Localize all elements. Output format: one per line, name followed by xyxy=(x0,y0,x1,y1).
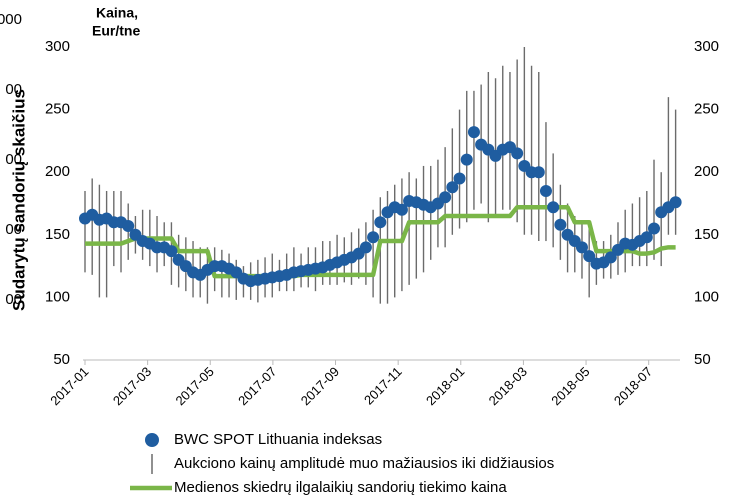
x-tick-label: 2018-03 xyxy=(486,364,530,408)
index-dot xyxy=(367,231,380,244)
y2-tick-label: 250 xyxy=(694,101,719,118)
index-dot xyxy=(511,147,524,160)
y-tick-label: 150 xyxy=(45,226,70,243)
index-dot xyxy=(604,251,617,264)
x-tick-label: 2017-03 xyxy=(110,364,154,408)
x-tick-label: 2018-01 xyxy=(423,364,467,408)
legend-label: Aukciono kainų amplitudė muo mažiausios … xyxy=(174,455,554,472)
outer-axis-label: 000 xyxy=(0,11,22,28)
outer-axis-label: 00 xyxy=(5,221,22,238)
legend-label: Medienos skiedrų ilgalaikių sandorių tie… xyxy=(174,479,507,496)
y-tick-label: 250 xyxy=(45,101,70,118)
y-tick-label: 200 xyxy=(45,163,70,180)
index-dot xyxy=(640,231,653,244)
contract-price-line xyxy=(85,205,676,279)
index-dot xyxy=(583,250,596,263)
index-dot xyxy=(554,218,567,231)
index-dot xyxy=(539,184,552,197)
index-dot xyxy=(467,126,480,139)
outer-axis-title: Sudarytų sandorių skaičius xyxy=(9,89,28,311)
index-dot xyxy=(446,181,459,194)
legend-swatch xyxy=(145,433,159,447)
index-dot xyxy=(374,216,387,229)
x-tick-label: 2017-01 xyxy=(47,364,91,408)
index-dot xyxy=(395,203,408,216)
y2-tick-label: 300 xyxy=(694,38,719,55)
y-label-line: Kaina, xyxy=(96,5,138,21)
index-dot xyxy=(359,241,372,254)
outer-axis-label: 00 xyxy=(5,151,22,168)
index-dot xyxy=(439,191,452,204)
y2-tick-label: 150 xyxy=(694,226,719,243)
x-tick-label: 2017-09 xyxy=(298,364,342,408)
index-dot xyxy=(669,196,682,209)
x-tick-label: 2017-05 xyxy=(172,364,216,408)
outer-axis-label: 00 xyxy=(5,81,22,98)
index-dot xyxy=(547,201,560,214)
index-dot xyxy=(453,172,466,185)
legend-label: BWC SPOT Lithuania indeksas xyxy=(174,431,382,448)
outer-axis-label: 00 xyxy=(5,291,22,308)
index-dot xyxy=(122,220,135,233)
x-tick-label: 2017-07 xyxy=(235,364,279,408)
index-dot xyxy=(460,153,473,166)
x-tick-label: 2018-05 xyxy=(548,364,592,408)
y-tick-label: 100 xyxy=(45,288,70,305)
y2-tick-label: 50 xyxy=(694,351,711,368)
x-tick-label: 2017-11 xyxy=(361,364,405,408)
x-tick-label: 2018-07 xyxy=(611,364,655,408)
index-dot xyxy=(532,166,545,179)
y2-tick-label: 100 xyxy=(694,288,719,305)
index-dot xyxy=(648,222,661,235)
index-dot xyxy=(575,241,588,254)
y2-tick-label: 200 xyxy=(694,163,719,180)
index-dot xyxy=(165,245,178,258)
y-tick-label: 300 xyxy=(45,38,70,55)
y-label-line: Eur/tne xyxy=(92,23,140,39)
y-tick-label: 50 xyxy=(53,351,70,368)
